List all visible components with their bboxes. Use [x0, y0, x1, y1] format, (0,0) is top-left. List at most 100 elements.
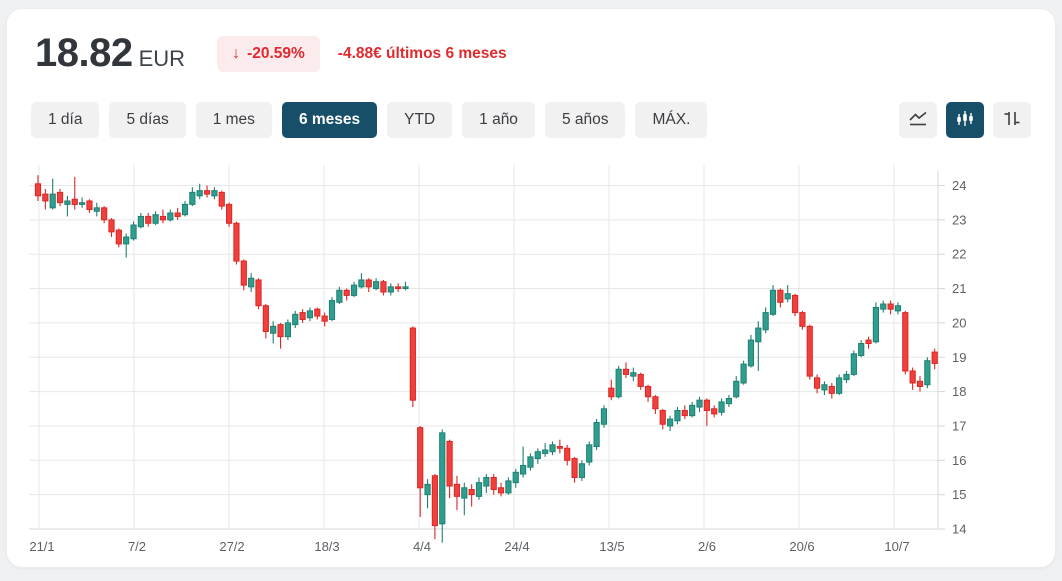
- candle-body: [446, 440, 453, 487]
- candle-body: [630, 372, 637, 377]
- candle-body: [520, 464, 527, 475]
- candle-body: [34, 183, 42, 197]
- range-button-1-d-a[interactable]: 1 día: [31, 102, 100, 138]
- candle-body: [380, 281, 387, 293]
- candle-body: [578, 463, 585, 478]
- range-button-1-a-o[interactable]: 1 año: [462, 102, 535, 138]
- y-axis-label: 18: [952, 384, 966, 399]
- candle-body: [79, 202, 86, 205]
- candle-body: [86, 200, 93, 211]
- candle-body: [549, 444, 556, 453]
- line-chart-button[interactable]: [899, 102, 937, 138]
- candle-body: [644, 385, 652, 398]
- range-button-1-mes[interactable]: 1 mes: [195, 102, 272, 138]
- candle-body: [674, 409, 681, 422]
- candle-body: [894, 305, 902, 312]
- candle-body: [64, 200, 71, 205]
- candle-body: [262, 305, 269, 332]
- candle-body: [108, 219, 115, 233]
- candle-body: [791, 294, 799, 314]
- candle-body: [152, 214, 159, 224]
- candle-body: [387, 286, 394, 293]
- candle-body: [571, 458, 578, 478]
- candle-body: [292, 313, 299, 326]
- candle-body: [93, 207, 100, 212]
- stock-widget-card: 18.82 EUR ↓ -20.59% -4.88€ últimos 6 mes…: [6, 8, 1056, 568]
- ohlc-bars-icon: [1001, 109, 1023, 132]
- candle-body: [527, 456, 534, 468]
- candle-body: [659, 409, 666, 425]
- y-axis-label: 19: [952, 350, 966, 365]
- candle-body: [622, 368, 630, 375]
- candle-body: [336, 289, 343, 303]
- candle-body: [211, 190, 218, 197]
- candle-body: [240, 260, 247, 286]
- change-badge: ↓ -20.59%: [217, 35, 320, 72]
- candle-body: [872, 306, 879, 343]
- candle-body: [321, 315, 328, 322]
- candle-body: [395, 286, 402, 290]
- candlestick-series: [34, 175, 938, 543]
- candle-body: [461, 487, 468, 499]
- range-button-5-a-os[interactable]: 5 años: [544, 102, 626, 138]
- candle-body: [145, 215, 152, 224]
- candle-body: [505, 480, 512, 494]
- chart-type-selector: [899, 102, 1031, 138]
- candlestick-icon: [954, 109, 976, 132]
- candle-body: [902, 312, 909, 372]
- candle-body: [769, 289, 777, 315]
- candle-body: [159, 215, 167, 221]
- candle-body: [828, 385, 835, 394]
- candle-body: [101, 207, 108, 221]
- candle-body: [71, 198, 78, 205]
- y-axis-label: 16: [952, 453, 966, 468]
- candle-body: [181, 203, 189, 216]
- x-axis-label: 24/4: [504, 539, 529, 554]
- candle-body: [924, 360, 931, 386]
- candle-body: [880, 303, 887, 310]
- candle-body: [733, 380, 740, 398]
- candle-body: [821, 384, 828, 391]
- arrow-down-icon: ↓: [232, 44, 241, 62]
- x-axis-label: 13/5: [599, 539, 624, 554]
- candle-body: [453, 483, 461, 497]
- candle-body: [814, 377, 821, 389]
- candle-body: [931, 351, 938, 364]
- x-axis-label: 7/2: [128, 539, 146, 554]
- candle-body: [784, 293, 791, 300]
- range-button-6-meses[interactable]: 6 meses: [281, 102, 378, 138]
- candle-body: [284, 322, 291, 338]
- candle-body: [806, 325, 813, 377]
- candle-body: [887, 303, 894, 310]
- range-button-5-d-as[interactable]: 5 días: [109, 102, 186, 138]
- candle-body: [255, 279, 262, 307]
- candle-body: [123, 236, 130, 245]
- candle-body: [747, 339, 755, 367]
- ohlc-bars-button[interactable]: [993, 102, 1031, 138]
- candle-body: [270, 325, 277, 334]
- candle-body: [196, 190, 203, 197]
- x-axis-label: 18/3: [314, 539, 339, 554]
- range-button-m-x-[interactable]: MÁX.: [635, 102, 708, 138]
- candle-body: [689, 404, 696, 417]
- candle-body: [711, 408, 718, 415]
- candle-body: [762, 312, 769, 331]
- candle-body: [858, 343, 865, 357]
- candle-body: [203, 190, 211, 195]
- candlestick-button[interactable]: [946, 102, 984, 138]
- candle-body: [189, 191, 196, 205]
- candle-body: [233, 222, 240, 262]
- candlestick-chart[interactable]: 24 23 22 21 20 19 18 17 16 15 14 21/1 7/2 27/2 18/3 4/4…: [21, 159, 1043, 571]
- candle-body: [909, 370, 916, 384]
- candle-body: [667, 418, 674, 427]
- candle-body: [49, 193, 56, 209]
- candle-body: [740, 363, 747, 384]
- range-button-ytd[interactable]: YTD: [387, 102, 453, 138]
- y-axis-label: 15: [952, 487, 966, 502]
- candle-body: [696, 399, 703, 408]
- candle-body: [556, 446, 563, 449]
- candle-body: [652, 396, 659, 410]
- candle-body: [637, 373, 644, 387]
- candle-body: [299, 312, 306, 320]
- candle-body: [306, 310, 314, 319]
